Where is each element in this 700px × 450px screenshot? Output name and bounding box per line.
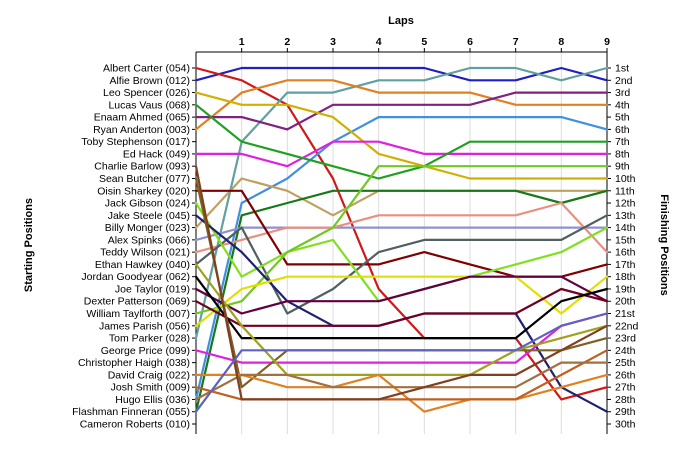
starting-position-label: Enaam Ahmed (065): [94, 112, 190, 124]
starting-position-label: Ryan Anderton (003): [93, 124, 190, 136]
labels: 1 2 3 4 5 6 7 8 9 Albert Carter (054) 1st Alfie Bro…: [72, 36, 638, 431]
driver-line-19: [194, 275, 609, 327]
x-tick-label: 1: [239, 36, 245, 48]
starting-position-label: Ethan Hawkey (040): [95, 259, 190, 271]
finishing-position-label: 23rd: [615, 333, 636, 345]
finishing-position-label: 9th: [615, 161, 630, 173]
finishing-position-label: 3rd: [615, 87, 630, 99]
x-tick-label: 2: [284, 36, 290, 48]
starting-position-label: Teddy Wilson (021): [100, 247, 190, 259]
finishing-position-label: 16th: [615, 247, 636, 259]
driver-line-9: [194, 103, 609, 180]
starting-position-label: Oisin Sharkey (020): [97, 185, 190, 197]
x-tick-label: 4: [376, 36, 382, 48]
finishing-position-label: 27th: [615, 382, 636, 394]
finishing-position-label: 11th: [615, 185, 635, 197]
chart-title: Laps: [388, 15, 414, 27]
driver-line-4: [194, 79, 609, 131]
x-tick-label: 9: [604, 36, 610, 48]
starting-position-label: Jack Gibson (024): [105, 198, 190, 210]
starting-position-label: David Craig (022): [108, 369, 190, 381]
starting-position-label: Joe Taylor (019): [115, 283, 190, 295]
driver-line-3: [194, 66, 609, 340]
finishing-position-label: 12th: [615, 198, 636, 210]
starting-position-label: James Parish (056): [99, 320, 190, 332]
starting-position-label: Toby Stephenson (017): [81, 136, 190, 148]
finishing-position-label: 8th: [615, 148, 630, 160]
x-tick-label: 6: [467, 36, 473, 48]
driver-line-11: [194, 189, 609, 413]
x-tick-label: 3: [330, 36, 336, 48]
axes: [192, 48, 611, 434]
finishing-position-label: 2nd: [615, 75, 633, 87]
x-tick-label: 5: [421, 36, 427, 48]
driver-line-6: [194, 115, 609, 401]
starting-position-label: Josh Smith (009): [111, 382, 190, 394]
starting-position-label: Sean Butcher (077): [99, 173, 190, 185]
driver-line-29: [194, 165, 609, 401]
driver-line-28: [194, 361, 609, 401]
starting-position-label: George Price (099): [101, 345, 190, 357]
finishing-position-label: 1st: [615, 63, 629, 75]
finishing-position-label: 30th: [615, 419, 636, 431]
driver-line-7: [194, 91, 609, 180]
driver-line-22: [194, 275, 609, 340]
finishing-position-label: 19th: [615, 283, 636, 295]
finishing-position-label: 21st: [615, 308, 635, 320]
driver-line-15: [194, 214, 609, 315]
driver-line-2: [194, 66, 609, 401]
starting-position-label: Alfie Brown (012): [109, 75, 190, 87]
finishing-position-label: 25th: [615, 357, 636, 369]
starting-position-label: Tom Parker (028): [109, 333, 190, 345]
starting-position-label: Cameron Roberts (010): [80, 419, 190, 431]
finishing-position-label: 13th: [615, 210, 636, 222]
driver-line-30: [194, 312, 609, 413]
driver-line-5: [194, 91, 609, 131]
starting-position-label: Jake Steele (045): [108, 210, 190, 222]
starting-position-label: Hugo Ellis (036): [115, 394, 190, 406]
y-axis-left-label: Starting Positions: [23, 198, 35, 292]
finishing-position-label: 17th: [615, 259, 636, 271]
finishing-position-label: 22nd: [615, 320, 639, 332]
driver-line-13: [194, 201, 609, 254]
driver-line-8: [194, 140, 609, 168]
finishing-position-label: 20th: [615, 296, 636, 308]
starting-position-label: Dexter Patterson (069): [84, 296, 190, 308]
finishing-position-label: 4th: [615, 99, 630, 111]
finishing-position-label: 18th: [615, 271, 636, 283]
x-tick-label: 7: [513, 36, 519, 48]
starting-position-label: Charlie Barlow (093): [94, 161, 190, 173]
starting-position-label: Ed Hack (049): [123, 148, 190, 160]
driver-line-21: [194, 287, 609, 327]
driver-line-20: [194, 275, 609, 315]
starting-position-label: William Taylforth (007): [86, 308, 190, 320]
finishing-position-label: 7th: [615, 136, 630, 148]
series-lines: [194, 66, 609, 413]
finishing-position-label: 28th: [615, 394, 636, 406]
finishing-position-label: 29th: [615, 406, 636, 418]
x-tick-label: 8: [558, 36, 564, 48]
finishing-position-label: 24th: [615, 345, 636, 357]
finishing-position-label: 10th: [615, 173, 636, 185]
finishing-position-label: 14th: [615, 222, 636, 234]
y-axis-right-label: Finishing Positions: [658, 194, 670, 295]
finishing-position-label: 6th: [615, 124, 630, 136]
finishing-position-label: 15th: [615, 234, 636, 246]
starting-position-label: Billy Monger (023): [105, 222, 190, 234]
starting-position-label: Leo Spencer (026): [103, 87, 190, 99]
finishing-position-label: 5th: [615, 112, 630, 124]
starting-position-label: Lucas Vaus (068): [108, 99, 190, 111]
starting-position-label: Flashman Finneran (055): [72, 406, 190, 418]
starting-position-label: Alex Spinks (066): [108, 234, 190, 246]
finishing-position-label: 26th: [615, 369, 636, 381]
starting-position-label: Albert Carter (054): [103, 63, 190, 75]
starting-position-label: Christopher Haigh (038): [78, 357, 190, 369]
starting-position-label: Jordan Goodyear (062): [81, 271, 190, 283]
